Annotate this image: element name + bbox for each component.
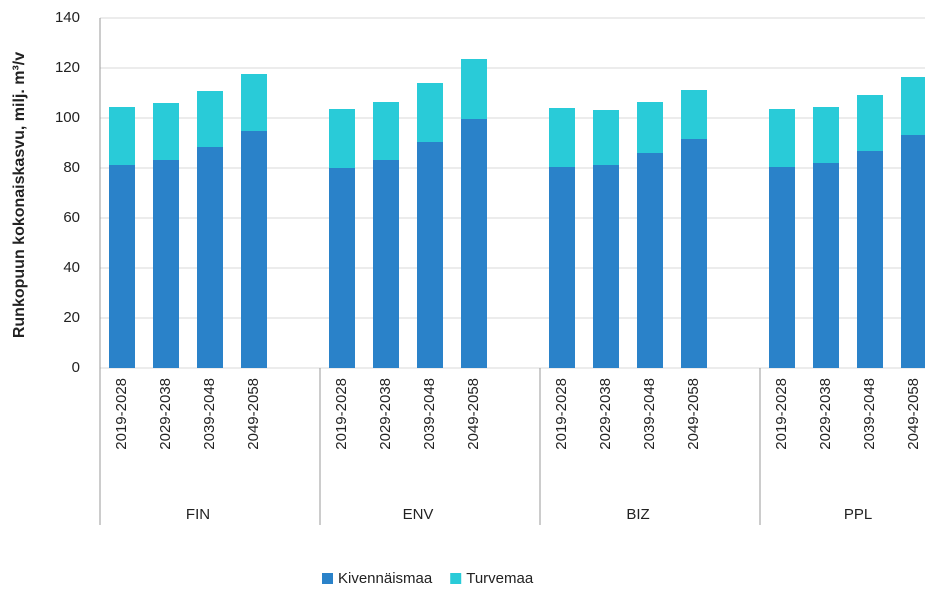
group-label: BIZ [626, 506, 649, 523]
bar-segment [197, 147, 223, 368]
bar-segment [373, 160, 399, 368]
bar-segment [813, 107, 839, 163]
legend-label: Kivennäismaa [338, 570, 433, 587]
x-tick-label: 2029-2038 [157, 378, 174, 450]
bar-segment [769, 167, 795, 368]
bar-segment [241, 131, 267, 368]
bar-segment [109, 165, 135, 368]
bar-segment [549, 167, 575, 368]
bar-segment [769, 109, 795, 167]
bar-segment [461, 119, 487, 368]
y-axis-label: Runkopuun kokonaiskasvu, milj. m³/v [11, 52, 28, 338]
group-label: FIN [186, 506, 210, 523]
bar-segment [373, 102, 399, 160]
legend-label: Turvemaa [466, 570, 534, 587]
bar-segment [637, 102, 663, 153]
bar-segment [813, 163, 839, 368]
y-tick-label: 120 [55, 59, 80, 76]
bar-segment [681, 139, 707, 368]
y-tick-label: 80 [63, 159, 80, 176]
bar-segment [197, 91, 223, 147]
bar-segment [637, 153, 663, 368]
y-tick-label: 140 [55, 9, 80, 26]
bar-segment [593, 165, 619, 368]
bar-segment [417, 142, 443, 368]
bar-segment [329, 109, 355, 168]
x-tick-label: 2029-2038 [817, 378, 834, 450]
x-tick-label: 2039-2048 [421, 378, 438, 450]
bar-segment [549, 108, 575, 167]
bar-segment [417, 83, 443, 142]
bar-segment [461, 59, 487, 119]
bar-segment [857, 95, 883, 151]
bar-segment [153, 160, 179, 368]
x-tick-label: 2049-2058 [685, 378, 702, 450]
y-tick-label: 60 [63, 209, 80, 226]
bar-segment [241, 74, 267, 131]
x-tick-label: 2019-2028 [773, 378, 790, 450]
bar-segment [857, 151, 883, 368]
legend-swatch [450, 573, 462, 584]
legend-swatch [322, 573, 333, 584]
x-tick-label: 2019-2028 [333, 378, 350, 450]
x-tick-label: 2029-2038 [377, 378, 394, 450]
x-tick-label: 2019-2028 [553, 378, 570, 450]
x-tick-label: 2039-2048 [201, 378, 218, 450]
bar-segment [153, 103, 179, 160]
group-label: PPL [844, 506, 872, 523]
y-tick-label: 40 [63, 259, 80, 276]
x-tick-label: 2039-2048 [641, 378, 658, 450]
bar-segment [109, 107, 135, 165]
x-tick-label: 2049-2058 [905, 378, 922, 450]
y-tick-label: 100 [55, 109, 80, 126]
bar-segment [901, 77, 925, 135]
x-tick-label: 2039-2048 [861, 378, 878, 450]
y-tick-label: 20 [63, 309, 80, 326]
x-tick-label: 2049-2058 [465, 378, 482, 450]
x-tick-label: 2029-2038 [597, 378, 614, 450]
x-tick-label: 2019-2028 [113, 378, 130, 450]
x-tick-label: 2049-2058 [245, 378, 262, 450]
group-label: ENV [403, 506, 434, 523]
bar-segment [901, 135, 925, 368]
bar-segment [593, 110, 619, 165]
y-tick-label: 0 [72, 359, 80, 376]
bar-segment [329, 168, 355, 368]
bar-segment [681, 90, 707, 139]
